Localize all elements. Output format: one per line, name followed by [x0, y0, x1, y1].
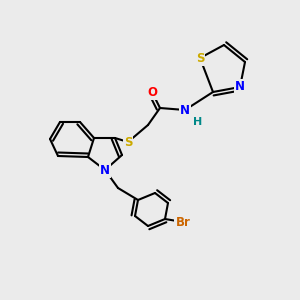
Text: S: S — [124, 136, 132, 148]
Text: Br: Br — [176, 215, 190, 229]
Text: N: N — [180, 103, 190, 116]
Text: N: N — [235, 80, 245, 94]
Text: S: S — [196, 52, 204, 64]
Text: O: O — [147, 85, 157, 98]
Text: H: H — [194, 117, 202, 127]
Text: N: N — [100, 164, 110, 176]
